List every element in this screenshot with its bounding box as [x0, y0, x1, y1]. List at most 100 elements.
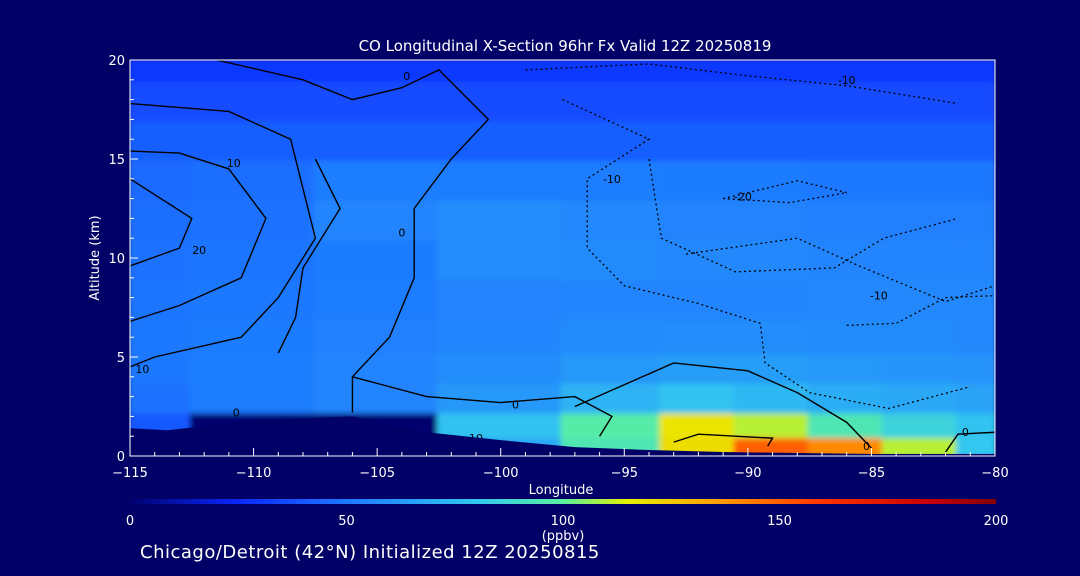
colorbar-ticks: 0 50 100 150 200: [126, 514, 1009, 529]
co-cell: [881, 60, 960, 82]
colorbar-tick-label: 50: [338, 514, 355, 529]
y-axis: 0 5 10 15 20: [108, 54, 138, 465]
co-cell: [436, 236, 565, 280]
negative-contour-line: [525, 63, 959, 105]
co-cell: [436, 315, 565, 355]
co-cell: [659, 350, 738, 384]
y-tick-label: 20: [108, 54, 125, 69]
co-cell: [955, 60, 995, 82]
co-cell: [955, 315, 995, 355]
co-cell: [881, 315, 960, 355]
co-cell: [130, 315, 194, 355]
co-cell: [881, 236, 960, 280]
co-cell: [189, 379, 318, 414]
y-tick-label: 15: [108, 153, 125, 168]
x-tick-label: −100: [483, 466, 519, 481]
negative-contour-line: [562, 99, 971, 410]
co-cell: [881, 196, 960, 241]
contour-label: 0: [863, 440, 870, 453]
co-cell: [189, 196, 318, 241]
contour-label: -10: [870, 290, 888, 303]
co-cell: [189, 77, 318, 122]
co-cell: [955, 157, 995, 201]
footer-caption: Chicago/Detroit (42°N) Initialized 12Z 2…: [140, 542, 600, 563]
contour-line: [574, 362, 872, 449]
co-cell: [733, 196, 812, 241]
co-cell: [733, 157, 812, 201]
co-cell: [130, 157, 194, 201]
x-axis-label: Longitude: [529, 483, 594, 498]
co-cell: [733, 117, 812, 161]
contour-label: -20: [734, 191, 752, 204]
co-cell: [189, 236, 318, 280]
co-cell: [955, 350, 995, 384]
co-cell: [436, 275, 565, 320]
co-cell: [659, 434, 738, 456]
x-tick-label: −80: [981, 466, 1008, 481]
co-cell: [807, 434, 886, 456]
x-tick-label: −90: [734, 466, 761, 481]
chart-title: CO Longitudinal X-Section 96hr Fx Valid …: [359, 37, 772, 55]
co-cell: [955, 77, 995, 122]
y-tick-label: 5: [117, 351, 125, 366]
contour-line: [944, 431, 995, 453]
co-cell: [560, 315, 664, 355]
co-cell: [560, 77, 664, 122]
contour-label: -10: [838, 74, 856, 87]
co-cell: [733, 409, 812, 439]
co-cell: [807, 117, 886, 161]
x-tick-label: −95: [611, 466, 638, 481]
x-tick-label: −105: [359, 466, 395, 481]
co-cell: [807, 315, 886, 355]
co-cell: [560, 350, 664, 384]
contour-line: [673, 433, 774, 447]
co-cell: [807, 350, 886, 384]
co-cell: [313, 350, 441, 384]
co-cell: [436, 60, 565, 82]
co-cell: [189, 315, 318, 355]
co-cell: [881, 157, 960, 201]
co-cell: [881, 379, 960, 414]
colorbar: [130, 499, 996, 504]
co-cell: [436, 350, 565, 384]
co-cell: [659, 157, 738, 201]
co-cell: [313, 157, 441, 201]
co-cell: [881, 350, 960, 384]
contour-label: 10: [135, 363, 149, 376]
co-cell: [659, 409, 738, 439]
co-cell: [807, 77, 886, 122]
negative-contour-line: [685, 237, 995, 303]
co-cell: [807, 196, 886, 241]
co-cell: [881, 409, 960, 439]
co-cell: [189, 350, 318, 384]
co-cell: [189, 157, 318, 201]
contour-label: 0: [512, 399, 519, 412]
co-cell: [659, 236, 738, 280]
co-cell: [659, 196, 738, 241]
co-cell: [130, 236, 194, 280]
co-cell: [560, 409, 664, 439]
co-cell: [189, 117, 318, 161]
co-cell: [130, 379, 194, 414]
co-cell: [659, 77, 738, 122]
co-cell: [807, 409, 886, 439]
colorbar-units: (ppbv): [542, 529, 585, 544]
co-cell: [436, 77, 565, 122]
co-cell: [436, 117, 565, 161]
co-cell: [955, 236, 995, 280]
co-cell: [659, 60, 738, 82]
negative-contour-line: [648, 158, 959, 273]
y-axis-label: Altitude (km): [88, 215, 103, 300]
co-cell: [955, 196, 995, 241]
co-cell: [560, 60, 664, 82]
co-cell: [807, 379, 886, 414]
x-axis: −115 −110 −105 −100 −95 −90 −85 −80: [112, 448, 1009, 481]
contour-label: 0: [962, 426, 969, 439]
co-cell: [659, 315, 738, 355]
x-tick-label: −115: [112, 466, 148, 481]
co-cell: [733, 60, 812, 82]
co-cell: [313, 196, 441, 241]
co-cell: [436, 409, 565, 439]
